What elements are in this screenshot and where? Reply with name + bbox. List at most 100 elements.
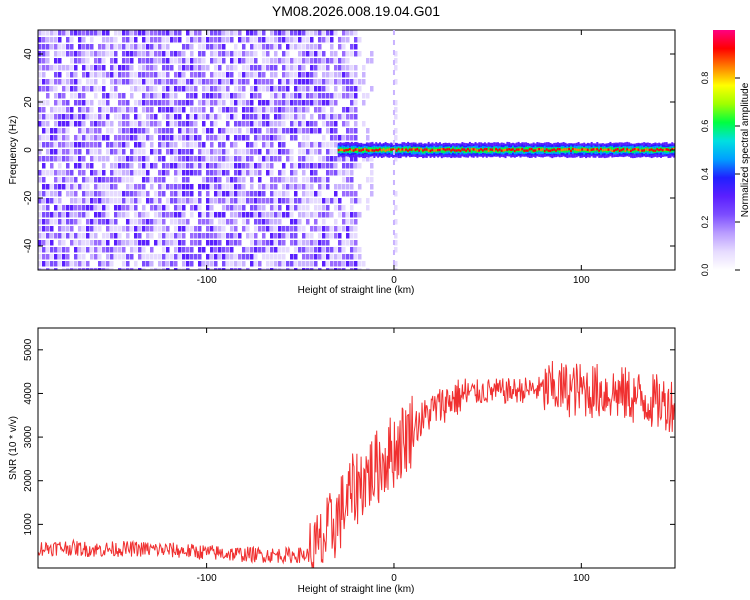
heatmap-cell (150, 163, 154, 169)
heatmap-cell (154, 93, 158, 99)
heatmap-cell (114, 107, 118, 113)
heatmap-cell (58, 44, 62, 50)
heatmap-cell (86, 79, 90, 85)
heatmap-cell (134, 149, 138, 155)
heatmap-cell (146, 128, 150, 134)
heatmap-cell (346, 58, 350, 64)
heatmap-cell (210, 37, 214, 43)
heatmap-cell (110, 58, 114, 64)
heatmap-cell (126, 240, 130, 246)
heatmap-cell (110, 72, 114, 78)
heatmap-band-cell (397, 147, 400, 151)
heatmap-cell (334, 149, 338, 155)
heatmap-cell (194, 205, 198, 211)
heatmap-cell (138, 268, 142, 270)
heatmap-cell (370, 177, 374, 183)
heatmap-cell (78, 156, 82, 162)
heatmap-cell (318, 247, 322, 253)
heatmap-cell (218, 93, 222, 99)
heatmap-cell (282, 86, 286, 92)
heatmap-cell (190, 212, 194, 218)
heatmap-cell (306, 205, 310, 211)
heatmap-cell (278, 107, 282, 113)
heatmap-cell (214, 233, 218, 239)
heatmap-cell (62, 226, 66, 232)
heatmap-cell (250, 149, 254, 155)
heatmap-cell (346, 65, 350, 71)
heatmap-cell (90, 72, 94, 78)
heatmap-cell (342, 121, 346, 127)
heatmap-cell (58, 114, 62, 120)
heatmap-cell (282, 191, 286, 197)
heatmap-cell (230, 261, 234, 267)
heatmap-cell (318, 114, 322, 120)
heatmap-cell (306, 212, 310, 218)
heatmap-cell (194, 65, 198, 71)
heatmap-cell (274, 58, 278, 64)
heatmap-cell (158, 233, 162, 239)
heatmap-cell (218, 240, 222, 246)
heatmap-cell (254, 37, 258, 43)
heatmap-cell (342, 107, 346, 113)
heatmap-cell (186, 226, 190, 232)
heatmap-cell (242, 198, 246, 204)
heatmap-cell (146, 254, 150, 260)
heatmap-cell (330, 72, 334, 78)
heatmap-cell (310, 100, 314, 106)
heatmap-band-cell (380, 149, 383, 152)
heatmap-cell (62, 261, 66, 267)
heatmap-cell (134, 135, 138, 141)
heatmap-cell (366, 205, 370, 211)
heatmap-cell (46, 142, 50, 148)
heatmap-cell (134, 268, 138, 270)
heatmap-cell (342, 205, 346, 211)
heatmap-cell (106, 226, 110, 232)
heatmap-cell (338, 79, 342, 85)
heatmap-cell (210, 128, 214, 134)
heatmap-cell (66, 170, 70, 176)
heatmap-cell (334, 100, 338, 106)
heatmap-cell (322, 121, 326, 127)
heatmap-cell (98, 58, 102, 64)
heatmap-band-cell (420, 148, 423, 151)
heatmap-cell (98, 261, 102, 267)
heatmap-cell (126, 177, 130, 183)
heatmap-cell (98, 72, 102, 78)
heatmap-band-cell (521, 147, 524, 151)
heatmap-cell (94, 184, 98, 190)
heatmap-cell (234, 205, 238, 211)
heatmap-cell (302, 121, 306, 127)
x-tick-label: 0 (391, 573, 397, 584)
heatmap-cell (322, 226, 326, 232)
heatmap-cell (146, 93, 150, 99)
heatmap-cell (338, 44, 342, 50)
heatmap-cell (278, 79, 282, 85)
heatmap-cell (326, 254, 330, 260)
heatmap-cell (98, 107, 102, 113)
heatmap-cell (214, 261, 218, 267)
heatmap-cell (294, 93, 298, 99)
heatmap-cell (274, 65, 278, 71)
heatmap-cell (162, 254, 166, 260)
heatmap-cell (330, 170, 334, 176)
heatmap-band-cell (459, 149, 462, 153)
heatmap-cell (314, 93, 318, 99)
heatmap-cell (222, 219, 226, 225)
heatmap-cell (90, 51, 94, 57)
heatmap-cell (146, 30, 150, 36)
heatmap-cell (350, 86, 354, 92)
heatmap-cell (130, 219, 134, 225)
heatmap-cell (230, 156, 234, 162)
heatmap-cell (290, 205, 294, 211)
heatmap-cell (42, 177, 46, 183)
heatmap-cell (286, 191, 290, 197)
heatmap-cell (118, 65, 122, 71)
heatmap-cell (202, 184, 206, 190)
heatmap-cell (338, 170, 342, 176)
heatmap-band-cell (570, 149, 573, 153)
heatmap-cell (150, 30, 154, 36)
heatmap-cell (82, 107, 86, 113)
heatmap-cell (270, 79, 274, 85)
heatmap-cell (42, 44, 46, 50)
heatmap-cell (306, 184, 310, 190)
